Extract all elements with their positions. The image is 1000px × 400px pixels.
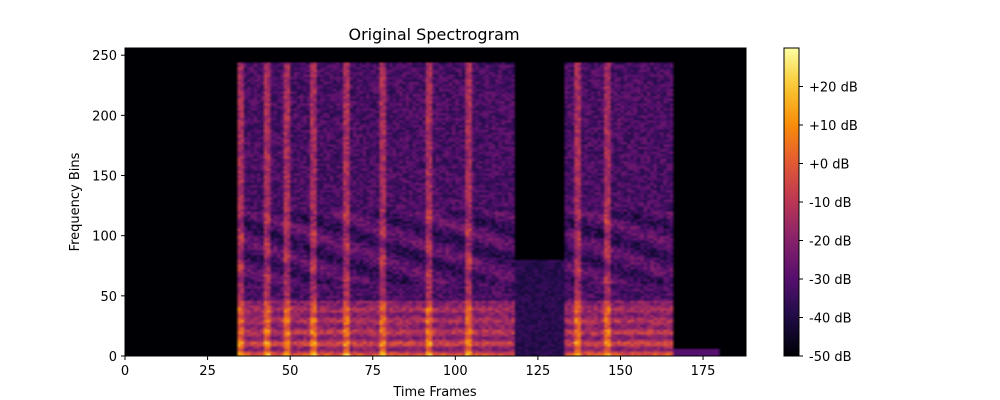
x-axis-label: Time Frames — [392, 385, 476, 400]
y-tick-label: 50 — [100, 290, 117, 305]
y-tick-label: 150 — [92, 170, 117, 185]
x-tick-label: 175 — [691, 364, 716, 379]
plot-frame — [124, 47, 747, 357]
y-tick-label: 100 — [92, 230, 117, 245]
y-tick-label: 200 — [92, 109, 117, 124]
x-tick-label: 25 — [199, 364, 216, 379]
colorbar-gradient — [783, 47, 800, 357]
colorbar-tick-label: -10 dB — [809, 196, 852, 211]
x-tick-label: 50 — [282, 364, 299, 379]
colorbar-tick-label: -20 dB — [809, 235, 852, 250]
colorbar-tick-label: -30 dB — [809, 273, 852, 288]
colorbar-ticks: -50 dB -40 dB -30 dB -20 dB -10 dB +0 dB +10 d… — [799, 81, 858, 365]
spectrogram-heatmap — [125, 48, 746, 356]
x-tick-label: 0 — [121, 364, 129, 379]
y-tick-label: 0 — [109, 350, 117, 365]
colorbar-tick-label: +10 dB — [809, 119, 858, 134]
x-tick-label: 125 — [525, 364, 550, 379]
colorbar: -50 dB -40 dB -30 dB -20 dB -10 dB +0 dB +10 d… — [783, 47, 858, 365]
x-tick-label: 100 — [443, 364, 468, 379]
y-axis-label: Frequency Bins — [68, 152, 83, 251]
colorbar-tick-label: +0 dB — [809, 158, 849, 173]
x-axis: 0 25 50 75 100 125 150 175 — [121, 356, 716, 379]
colorbar-tick-label: +20 dB — [809, 81, 858, 96]
x-tick-label: 150 — [608, 364, 633, 379]
plot-area — [124, 47, 747, 357]
y-axis: 0 50 100 150 200 250 — [92, 49, 125, 365]
chart-title: Original Spectrogram — [348, 25, 519, 44]
colorbar-tick-label: -50 dB — [809, 350, 852, 365]
x-tick-label: 75 — [364, 364, 381, 379]
y-tick-label: 250 — [92, 49, 117, 64]
colorbar-tick-label: -40 dB — [809, 312, 852, 327]
